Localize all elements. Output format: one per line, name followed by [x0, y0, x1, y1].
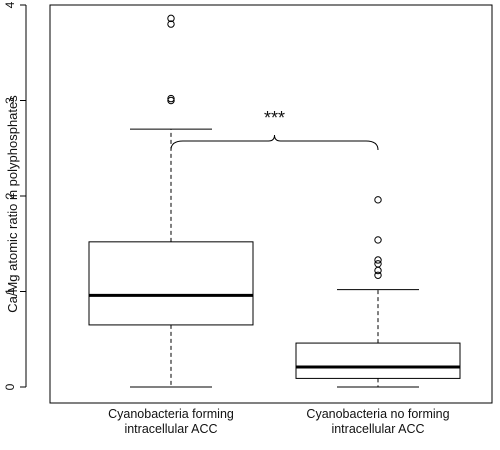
y-tick-label: 3: [3, 97, 17, 104]
outlier-point: [167, 14, 175, 23]
box-group: [88, 14, 254, 388]
x-tick-label: Cyanobacteria no forming: [306, 407, 449, 421]
box-group: [295, 196, 461, 388]
box-iqr: [88, 241, 254, 326]
y-tick-label: 4: [3, 1, 17, 8]
y-tick-label: 1: [3, 288, 17, 295]
outlier-point: [374, 196, 382, 204]
y-axis: 0 1 2 3 4: [3, 1, 27, 390]
outlier-point: [374, 271, 382, 279]
outlier-point: [374, 236, 382, 244]
significance-bracket: ***: [170, 108, 379, 151]
boxes: [88, 14, 461, 388]
outlier-point: [374, 256, 382, 264]
x-tick-label: intracellular ACC: [331, 422, 424, 436]
x-tick-label: intracellular ACC: [124, 422, 217, 436]
y-tick-label: 2: [3, 192, 17, 199]
box-iqr: [295, 342, 461, 379]
y-axis-label: Ca/Mg atomic ratio in polyphosphates: [5, 95, 20, 313]
bracket-line: [170, 134, 379, 151]
outlier-point: [167, 96, 175, 105]
outlier-point: [167, 94, 175, 103]
outlier-point: [167, 20, 175, 28]
y-tick-label: 0: [3, 383, 17, 390]
outlier-point: [374, 266, 382, 275]
plot-frame: [49, 4, 493, 404]
significance-stars: ***: [264, 108, 285, 128]
outlier-point: [374, 260, 382, 268]
x-tick-label: Cyanobacteria forming: [108, 407, 234, 421]
